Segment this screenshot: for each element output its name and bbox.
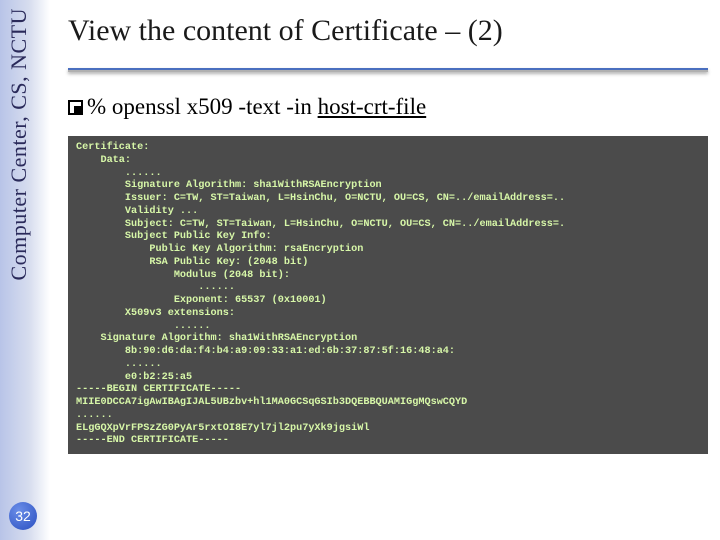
- sidebar: Computer Center, CS, NCTU 32: [0, 0, 50, 540]
- main-content: View the content of Certificate – (2) % …: [68, 8, 708, 454]
- command-line: % openssl x509 -text -in host-crt-file: [68, 94, 708, 120]
- bullet-icon: [68, 100, 83, 115]
- certificate-output: Certificate: Data: ...... Signature Algo…: [68, 136, 708, 454]
- page-title: View the content of Certificate – (2): [68, 14, 708, 48]
- page-number-badge: 32: [9, 502, 37, 530]
- sidebar-label: Computer Center, CS, NCTU: [6, 8, 32, 281]
- command-file: host-crt-file: [318, 94, 427, 119]
- title-divider: [68, 68, 708, 72]
- command-prefix: % openssl x509 -text -in: [87, 94, 318, 119]
